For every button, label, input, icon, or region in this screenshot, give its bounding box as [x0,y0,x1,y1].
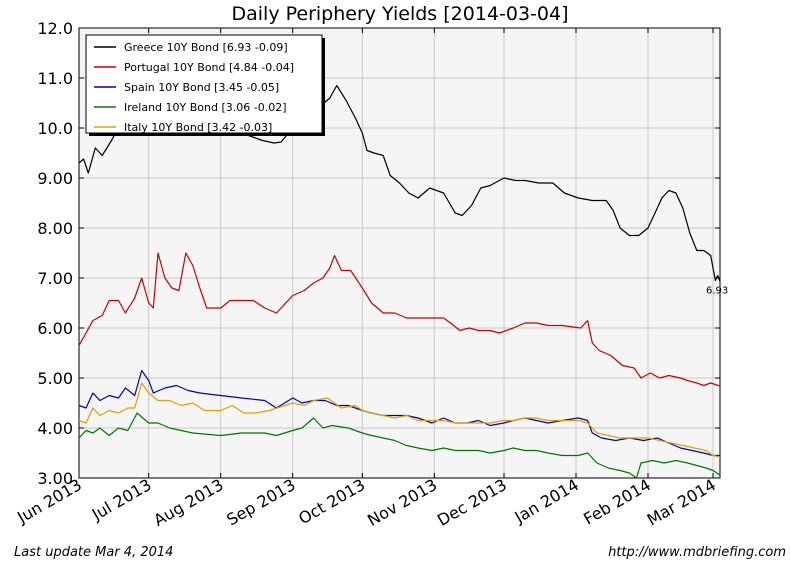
x-tick-label: Jul 2013 [88,475,155,525]
y-tick-label: 3.00 [37,469,73,488]
x-tick-label: Feb 2014 [580,475,654,529]
legend-entry: Spain 10Y Bond [3.45 -0.05] [124,81,279,94]
y-tick-label: 9.00 [37,169,73,188]
x-tick-label: Sep 2013 [223,475,298,529]
legend-box [85,34,323,134]
y-tick-label: 6.00 [37,319,73,338]
y-tick-label: 12.0 [37,19,73,38]
x-tick-label: Dec 2013 [434,475,510,530]
x-tick-label: Jan 2014 [511,475,582,527]
series-line-1 [79,252,720,387]
y-tick-label: 10.0 [37,119,73,138]
legend-entry: Greece 10Y Bond [6.93 -0.09] [124,41,288,54]
legend-entry: Italy 10Y Bond [3.42 -0.03] [124,121,272,134]
x-tick-label: Oct 2013 [295,475,368,528]
series-line-4 [79,382,720,458]
y-tick-label: 7.00 [37,269,73,288]
series-line-2 [79,369,720,457]
x-tick-label: Aug 2013 [150,475,226,530]
series-line-3 [79,412,720,478]
source-url: http://www.mdbriefing.com [608,545,786,560]
y-tick-label: 11.0 [37,69,73,88]
y-tick-label: 5.00 [37,369,73,388]
x-tick-label: Mar 2014 [644,475,719,529]
legend-entry: Ireland 10Y Bond [3.06 -0.02] [124,101,287,114]
x-tick-label: Nov 2013 [364,475,440,530]
y-tick-label: 8.00 [37,219,73,238]
y-tick-label: 4.00 [37,419,73,438]
last-update-text: Last update Mar 4, 2014 [14,545,174,560]
annotation-label: 6.93 [706,286,728,297]
legend-entry: Portugal 10Y Bond [4.84 -0.04] [124,61,294,74]
legend: Greece 10Y Bond [6.93 -0.09] Portugal 10Y… [85,34,325,136]
chart-title: Daily Periphery Yields [2014-03-04] [232,3,569,25]
